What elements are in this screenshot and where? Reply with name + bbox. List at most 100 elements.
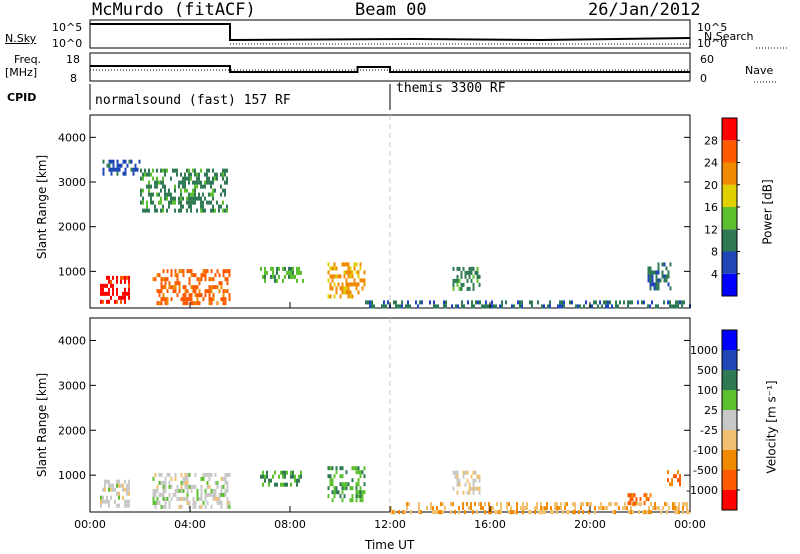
power-cell xyxy=(208,277,211,282)
velocity-cell xyxy=(618,506,620,511)
power-cell xyxy=(262,274,264,279)
velocity-cell xyxy=(206,480,209,485)
velocity-cell xyxy=(624,502,626,507)
velocity-cell xyxy=(410,510,412,515)
velocity-cell xyxy=(440,502,442,507)
power-cell xyxy=(188,172,190,177)
power-cell xyxy=(172,289,175,294)
velocity-cell xyxy=(590,502,592,507)
freq-unit: [MHz] xyxy=(5,66,38,79)
velocity-cell xyxy=(172,492,175,497)
velocity-cell xyxy=(361,498,364,503)
velocity-ytick-label-0: 1000 xyxy=(58,469,86,482)
velocity-cell xyxy=(480,502,482,507)
velocity-cell xyxy=(194,504,197,509)
velocity-cell xyxy=(630,510,632,515)
velocity-cell xyxy=(351,498,354,503)
power-cbtick-label-4: 20 xyxy=(704,179,718,192)
power-cell xyxy=(226,168,228,173)
power-cell xyxy=(160,289,163,294)
velocity-cell xyxy=(337,490,340,495)
power-cell xyxy=(657,304,659,309)
power-cell xyxy=(629,300,631,305)
power-cell xyxy=(511,304,513,309)
power-cell xyxy=(296,266,298,271)
power-cell xyxy=(162,204,164,209)
power-cell xyxy=(142,176,144,181)
power-cell xyxy=(224,269,227,274)
power-cell xyxy=(138,159,141,164)
power-cell xyxy=(158,301,161,306)
power-cell xyxy=(146,204,148,209)
power-cell xyxy=(190,176,192,181)
power-cell xyxy=(188,293,191,298)
velocity-cell xyxy=(178,488,181,493)
velocity-cell xyxy=(186,492,189,497)
velocity-cell xyxy=(220,492,223,497)
power-cell xyxy=(481,304,483,309)
velocity-cell xyxy=(468,490,471,495)
power-cell xyxy=(661,262,664,267)
velocity-cell xyxy=(176,488,179,493)
power-cell xyxy=(196,180,198,185)
power-cell xyxy=(208,301,211,306)
velocity-cell xyxy=(184,476,187,481)
velocity-cell xyxy=(626,506,628,511)
velocity-cell xyxy=(627,501,630,506)
power-region-2 xyxy=(102,159,141,176)
power-region-7 xyxy=(452,266,481,291)
velocity-cell xyxy=(454,470,457,475)
power-cell xyxy=(162,269,165,274)
velocity-cell xyxy=(629,497,632,502)
velocity-cell xyxy=(582,510,584,515)
power-cell xyxy=(226,176,228,181)
power-cell xyxy=(349,266,352,271)
velocity-cell xyxy=(202,476,205,481)
power-cell xyxy=(470,266,473,271)
power-cell xyxy=(474,270,477,275)
power-cell xyxy=(198,301,201,306)
velocity-cell xyxy=(645,493,648,498)
power-cell xyxy=(120,163,123,168)
power-cell xyxy=(521,300,523,305)
velocity-cell xyxy=(462,502,464,507)
velocity-cell xyxy=(128,491,130,496)
velocity-cbtick-label-3: 25 xyxy=(704,404,718,417)
velocity-cell xyxy=(602,506,604,511)
power-cell xyxy=(186,208,188,213)
power-cell xyxy=(462,282,465,287)
velocity-cell xyxy=(632,502,634,507)
velocity-cell xyxy=(180,480,183,485)
velocity-cell xyxy=(224,488,227,493)
velocity-cell xyxy=(292,470,294,475)
power-cell xyxy=(521,304,523,309)
velocity-cell xyxy=(164,480,167,485)
power-cell xyxy=(186,200,188,205)
power-cell xyxy=(128,275,130,280)
velocity-cbtick-label-0: 1000 xyxy=(690,344,718,357)
power-region-1 xyxy=(152,269,231,306)
velocity-cell xyxy=(554,502,556,507)
velocity-cell xyxy=(168,484,171,489)
velocity-cell xyxy=(228,500,231,505)
velocity-cell xyxy=(568,510,570,515)
velocity-cell xyxy=(472,482,475,487)
velocity-cell xyxy=(408,502,410,507)
velocity-cell xyxy=(458,510,460,515)
velocity-cell xyxy=(678,502,680,507)
velocity-colorbar-seg-6 xyxy=(722,370,737,390)
power-cell xyxy=(108,163,111,168)
velocity-cell xyxy=(158,480,161,485)
velocity-cell xyxy=(510,506,512,511)
power-cell xyxy=(204,269,207,274)
power-cell xyxy=(212,168,214,173)
velocity-cell xyxy=(152,500,155,505)
power-cell xyxy=(140,176,142,181)
velocity-cell xyxy=(208,476,211,481)
power-cell xyxy=(655,286,658,291)
power-cell xyxy=(122,171,125,176)
power-cell xyxy=(212,188,214,193)
power-cell xyxy=(407,300,409,305)
power-cell xyxy=(112,287,114,292)
velocity-cell xyxy=(677,478,679,483)
